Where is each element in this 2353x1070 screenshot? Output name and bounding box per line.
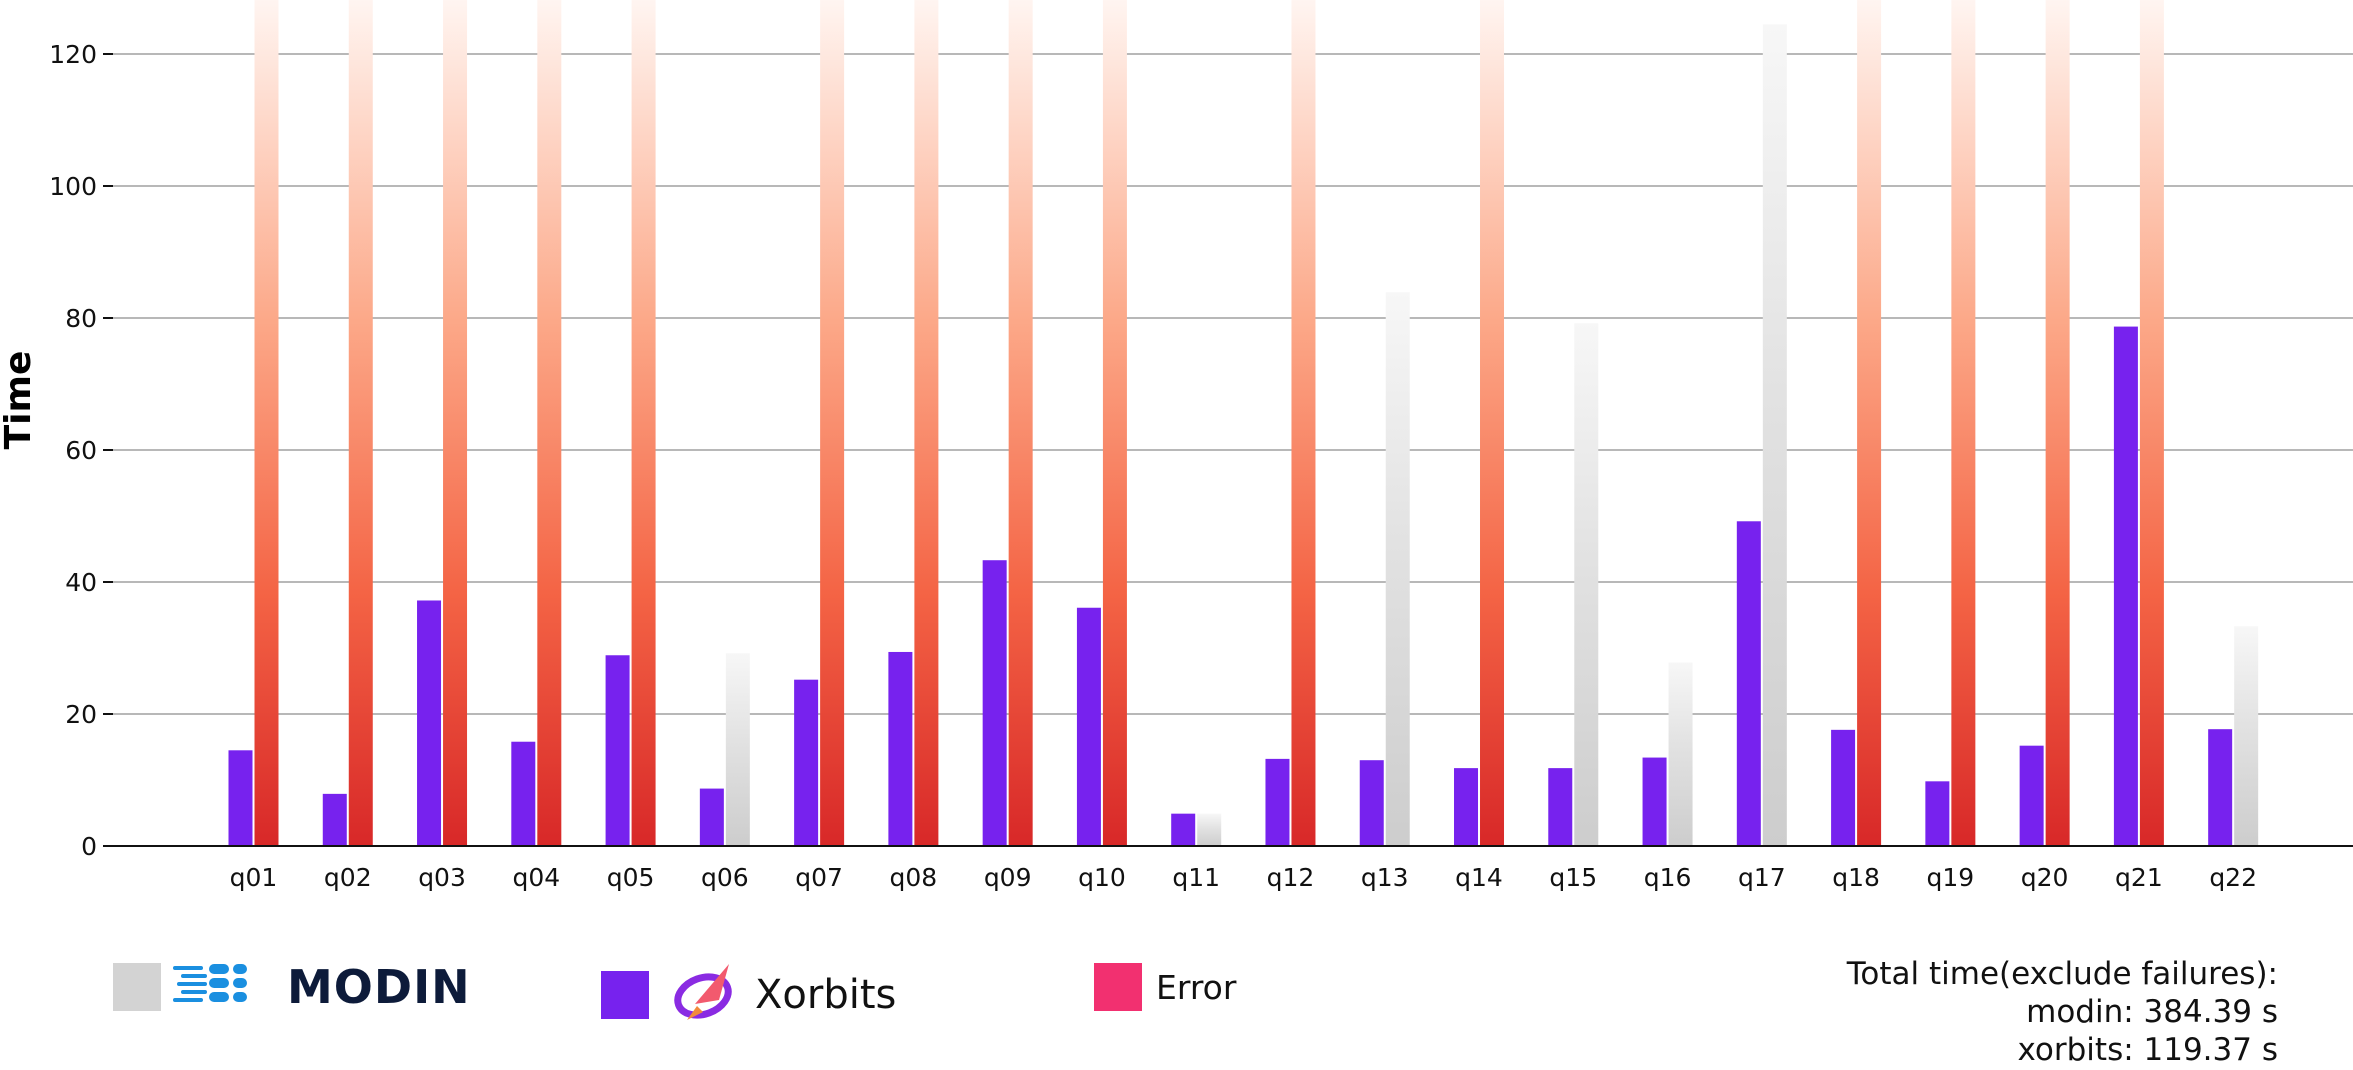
- bar-modin-error-q20: [2045, 0, 2070, 846]
- legend: MODIN Xorbits Error Total time(exclude f…: [0, 940, 2353, 1070]
- bar-modin-q16: [1668, 662, 1693, 846]
- legend-item-modin: MODIN: [113, 960, 471, 1014]
- legend-label-xorbits: Xorbits: [755, 972, 897, 1018]
- bar-modin-q13: [1385, 292, 1410, 846]
- bar-xorbits-q12: [1265, 758, 1290, 846]
- bar-xorbits-q06: [699, 788, 724, 846]
- bar-xorbits-q22: [2208, 729, 2233, 846]
- legend-swatch-xorbits: [601, 971, 649, 1019]
- bar-xorbits-q03: [417, 600, 442, 846]
- y-tick-label: 80: [65, 304, 97, 333]
- x-tick-label: q22: [2209, 863, 2257, 892]
- bar-xorbits-q05: [605, 655, 630, 846]
- total-time-modin: modin: 384.39 s: [2026, 994, 2278, 1030]
- x-tick-label: q11: [1172, 863, 1220, 892]
- legend-swatch-error: [1094, 963, 1142, 1011]
- x-tick-label: q08: [890, 863, 938, 892]
- bar-xorbits-q08: [888, 651, 913, 846]
- bar-modin-error-q14: [1480, 0, 1505, 846]
- x-tick-label: q12: [1267, 863, 1315, 892]
- bar-xorbits-q19: [1925, 781, 1950, 846]
- bar-xorbits-q13: [1359, 760, 1384, 846]
- bar-xorbits-q11: [1171, 813, 1196, 846]
- x-tick-label: q20: [2021, 863, 2069, 892]
- x-tick-label: q16: [1644, 863, 1692, 892]
- bar-xorbits-q21: [2113, 326, 2138, 847]
- bar-modin-error-q21: [2139, 0, 2164, 846]
- bar-modin-error-q18: [1857, 0, 1882, 846]
- bars: [228, 0, 2259, 847]
- legend-swatch-modin: [113, 963, 161, 1011]
- x-tick-label: q02: [324, 863, 372, 892]
- bar-xorbits-q14: [1454, 768, 1479, 846]
- bar-modin-error-q03: [443, 0, 468, 846]
- bar-modin-q06: [725, 653, 750, 846]
- bar-xorbits-q04: [511, 741, 536, 846]
- total-time-summary: Total time(exclude failures): modin: 384…: [1847, 955, 2278, 1069]
- bar-xorbits-q01: [228, 750, 253, 846]
- x-tick-label: q06: [701, 863, 749, 892]
- bar-xorbits-q10: [1076, 607, 1101, 846]
- bar-xorbits-q17: [1736, 521, 1761, 846]
- x-tick-label: q18: [1832, 863, 1880, 892]
- x-tick-label: q07: [795, 863, 843, 892]
- y-tick-label: 40: [65, 568, 97, 597]
- bar-modin-q15: [1574, 323, 1599, 846]
- bar-xorbits-q15: [1548, 768, 1573, 846]
- y-axis-ticks: 0 20 40 60 80 100 120: [49, 40, 113, 861]
- bar-modin-error-q12: [1291, 0, 1316, 846]
- bar-modin-error-q10: [1102, 0, 1127, 846]
- x-tick-label: q10: [1078, 863, 1126, 892]
- y-tick-label: 120: [49, 40, 97, 69]
- x-tick-label: q05: [607, 863, 655, 892]
- legend-label-error: Error: [1156, 967, 1237, 1007]
- y-axis-label: Time: [0, 351, 39, 450]
- y-tick-label: 0: [81, 832, 97, 861]
- legend-label-modin: MODIN: [287, 960, 471, 1014]
- y-tick-label: 100: [49, 172, 97, 201]
- y-tick-label: 60: [65, 436, 97, 465]
- bar-modin-error-q02: [348, 0, 373, 846]
- x-tick-label: q21: [2115, 863, 2163, 892]
- x-tick-label: q13: [1361, 863, 1409, 892]
- x-tick-label: q09: [984, 863, 1032, 892]
- x-tick-label: q19: [1927, 863, 1975, 892]
- bar-xorbits-q02: [322, 793, 347, 846]
- bar-xorbits-q16: [1642, 757, 1667, 846]
- modin-logo-icon: [173, 960, 273, 1014]
- bar-modin-error-q09: [1008, 0, 1033, 846]
- bar-modin-error-q19: [1951, 0, 1976, 846]
- total-time-heading: Total time(exclude failures):: [1846, 956, 2278, 992]
- x-tick-label: q04: [512, 863, 560, 892]
- bar-modin-q17: [1762, 24, 1787, 847]
- total-time-xorbits: xorbits: 119.37 s: [2017, 1032, 2278, 1068]
- bar-modin-error-q01: [254, 0, 279, 846]
- bar-modin-error-q08: [914, 0, 939, 846]
- legend-item-xorbits: Xorbits: [601, 960, 896, 1030]
- x-tick-label: q01: [230, 863, 278, 892]
- x-tick-label: q15: [1549, 863, 1597, 892]
- chart-svg: 0 20 40 60 80 100 120 q01 q02 q03 q04 q05 q06 q07 q08…: [0, 0, 2353, 892]
- legend-item-error: Error: [1094, 963, 1236, 1011]
- bar-xorbits-q18: [1831, 729, 1856, 846]
- x-tick-label: q14: [1455, 863, 1503, 892]
- bar-modin-q11: [1197, 813, 1222, 846]
- x-tick-label: q17: [1738, 863, 1786, 892]
- bar-modin-q22: [2234, 626, 2259, 846]
- bar-modin-error-q04: [537, 0, 562, 846]
- x-tick-label: q03: [418, 863, 466, 892]
- bar-xorbits-q20: [2019, 745, 2044, 846]
- xorbits-logo-icon: [673, 960, 739, 1030]
- bar-modin-error-q07: [820, 0, 845, 846]
- grid-lines: [113, 53, 2353, 715]
- bar-xorbits-q07: [794, 679, 819, 846]
- y-tick-label: 20: [65, 700, 97, 729]
- x-axis-ticks: q01 q02 q03 q04 q05 q06 q07 q08 q09 q10 q11 q12 q13 q…: [230, 863, 2257, 892]
- bar-xorbits-q09: [982, 560, 1007, 846]
- bar-modin-error-q05: [631, 0, 656, 846]
